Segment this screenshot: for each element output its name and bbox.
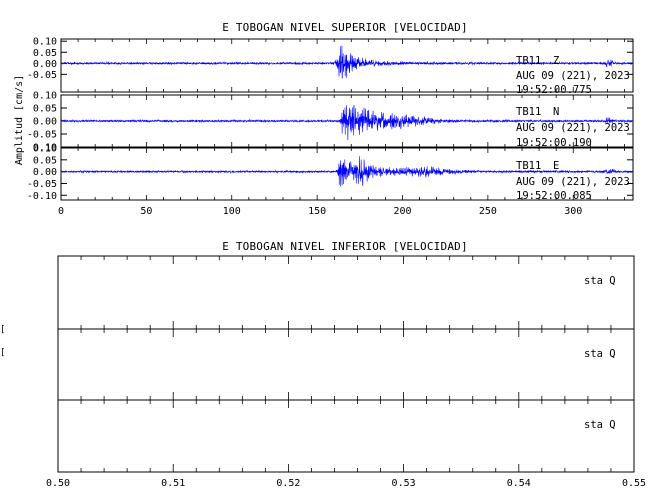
panel-e-y-tick-label: -0.10 bbox=[27, 191, 57, 202]
panel-n-y-ticks: 0.10 0.05 0.00 -0.05 0.10 bbox=[27, 91, 633, 154]
upper-x-tick-label: 250 bbox=[479, 206, 497, 217]
panel-z-frame bbox=[60, 38, 634, 93]
upper-chart: E TOBOGAN NIVEL SUPERIOR [VELOCIDAD] Amp… bbox=[14, 21, 634, 217]
upper-x-tick-label: 200 bbox=[393, 206, 411, 217]
panel-n-y-tick-label: 0.05 bbox=[33, 104, 57, 115]
lower-x-tick-label: 0.50 bbox=[46, 478, 70, 489]
lower-x-tick-label: 0.53 bbox=[392, 478, 416, 489]
upper-y-axis-label: Amplitud [cm/s] bbox=[14, 75, 25, 165]
upper-chart-title: E TOBOGAN NIVEL SUPERIOR [VELOCIDAD] bbox=[222, 21, 468, 34]
clipped-axis-mark-2: [ bbox=[0, 348, 5, 358]
upper-x-tick-label: 0 bbox=[58, 206, 64, 217]
upper-x-tick-label: 100 bbox=[223, 206, 241, 217]
panel-z-date: AUG 09 (221), 2023 bbox=[516, 70, 630, 82]
lower-chart-title: E TOBOGAN NIVEL INFERIOR [VELOCIDAD] bbox=[222, 240, 468, 253]
panel-z-y-tick-label: 0.10 bbox=[33, 37, 57, 48]
panel-n-y-tick-label: 0.00 bbox=[33, 117, 57, 128]
panel-n-y-tick-label: 0.10 bbox=[33, 91, 57, 102]
panel-z-trace bbox=[60, 45, 634, 79]
lower-panel-3-label: sta Q bbox=[584, 419, 616, 431]
lower-panel-3-frame bbox=[57, 399, 635, 473]
upper-x-tick-label: 50 bbox=[140, 206, 152, 217]
lower-x-tick-label: 0.54 bbox=[507, 478, 531, 489]
panel-n-trace bbox=[60, 104, 634, 141]
lower-panel-1-label: sta Q bbox=[584, 275, 616, 287]
panel-z-component: Z bbox=[553, 55, 559, 67]
panel-z-y-ticks: 0.100.050.00-0.05 bbox=[27, 37, 633, 92]
lower-panel-ticks bbox=[57, 256, 635, 472]
panel-n-y-tick-label: 0.10 bbox=[33, 143, 57, 154]
panel-z-y-tick-label: 0.00 bbox=[33, 59, 57, 70]
upper-x-tick-label: 150 bbox=[308, 206, 326, 217]
panel-e-y-tick-label: 0.00 bbox=[33, 167, 57, 178]
panel-n-time: 19:52:00.190 bbox=[516, 137, 592, 149]
lower-x-axis: 0.50 0.51 0.52 0.53 0.54 0.55 bbox=[46, 478, 646, 489]
upper-x-axis: 0 50 100 150 200 250 300 bbox=[58, 206, 582, 217]
panel-n-date: AUG 09 (221), 2023 bbox=[516, 122, 630, 134]
panel-z-y-tick-label: -0.05 bbox=[27, 70, 57, 81]
panel-e-y-tick-label: 0.05 bbox=[33, 155, 57, 166]
panel-n-y-tick-label: -0.05 bbox=[27, 130, 57, 141]
panel-z: 0.100.050.00-0.05 TB11 Z AUG 09 (221), 2… bbox=[27, 37, 634, 96]
upper-x-tick-label: 300 bbox=[564, 206, 582, 217]
panel-e-y-tick-label: -0.05 bbox=[27, 179, 57, 190]
panel-z-y-tick-label: 0.05 bbox=[33, 48, 57, 59]
panel-z-time: 19:52:00.775 bbox=[516, 84, 592, 96]
clipped-axis-mark-1: [ bbox=[0, 325, 5, 335]
panel-e: 0.100.050.00-0.05-0.10 TB11 E AUG 09 (22… bbox=[27, 144, 634, 202]
panel-n-station: TB11 bbox=[516, 106, 541, 118]
panel-e-trace bbox=[60, 156, 633, 187]
panel-e-time: 19:52:00.085 bbox=[516, 190, 592, 202]
lower-x-tick-label: 0.52 bbox=[276, 478, 300, 489]
panel-e-y-tick-label: 0.10 bbox=[33, 144, 57, 155]
panel-e-station: TB11 bbox=[516, 160, 541, 172]
lower-panel-2-frame bbox=[57, 328, 635, 401]
panel-n: 0.10 0.05 0.00 -0.05 0.10 TB11 N AUG 09 (221… bbox=[27, 91, 634, 154]
lower-panel-1-frame bbox=[57, 255, 635, 330]
lower-panel-2-label: sta Q bbox=[584, 348, 616, 360]
panel-e-component: E bbox=[553, 160, 559, 172]
panel-e-frame bbox=[60, 147, 634, 201]
lower-x-tick-label: 0.51 bbox=[161, 478, 185, 489]
lower-chart: E TOBOGAN NIVEL INFERIOR [VELOCIDAD] sta… bbox=[0, 240, 646, 489]
panel-e-date: AUG 09 (221), 2023 bbox=[516, 176, 630, 188]
lower-x-tick-label: 0.55 bbox=[622, 478, 646, 489]
panel-e-y-ticks: 0.100.050.00-0.05-0.10 bbox=[27, 144, 633, 202]
panel-z-station: TB11 bbox=[516, 55, 541, 67]
panel-n-component: N bbox=[553, 106, 559, 118]
